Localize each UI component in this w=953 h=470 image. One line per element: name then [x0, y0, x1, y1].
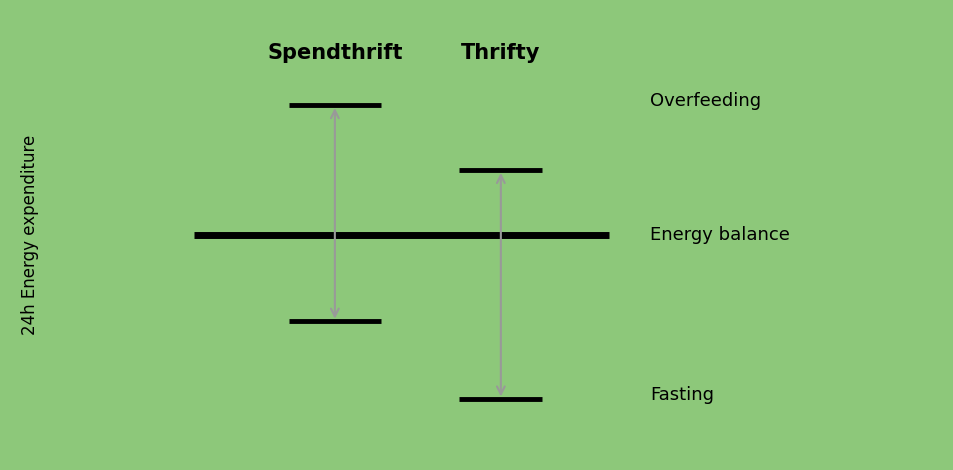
Text: Fasting: Fasting [650, 386, 714, 404]
Text: Thrifty: Thrifty [460, 43, 540, 63]
Text: Spendthrift: Spendthrift [267, 43, 402, 63]
Text: Overfeeding: Overfeeding [650, 92, 760, 110]
Text: Energy balance: Energy balance [650, 226, 789, 244]
Text: 24h Energy expenditure: 24h Energy expenditure [21, 135, 39, 335]
